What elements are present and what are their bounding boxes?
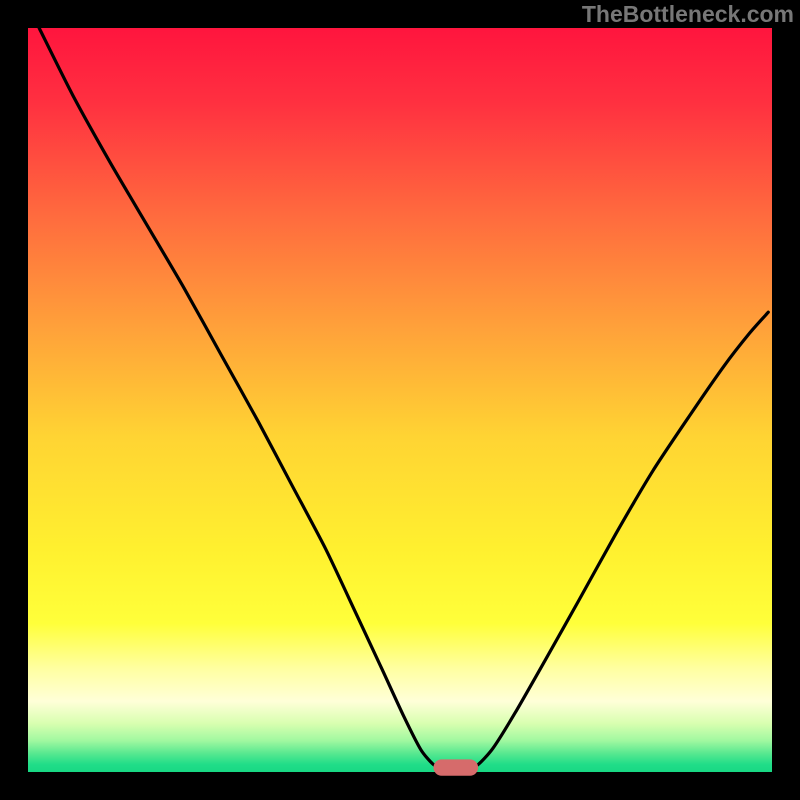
stage: TheBottleneck.com: [0, 0, 800, 800]
watermark-text: TheBottleneck.com: [582, 1, 794, 28]
plot-area: [28, 28, 772, 772]
chart-svg: [28, 28, 772, 772]
optimal-zone-marker: [433, 759, 478, 775]
bottleneck-curve: [39, 28, 768, 771]
